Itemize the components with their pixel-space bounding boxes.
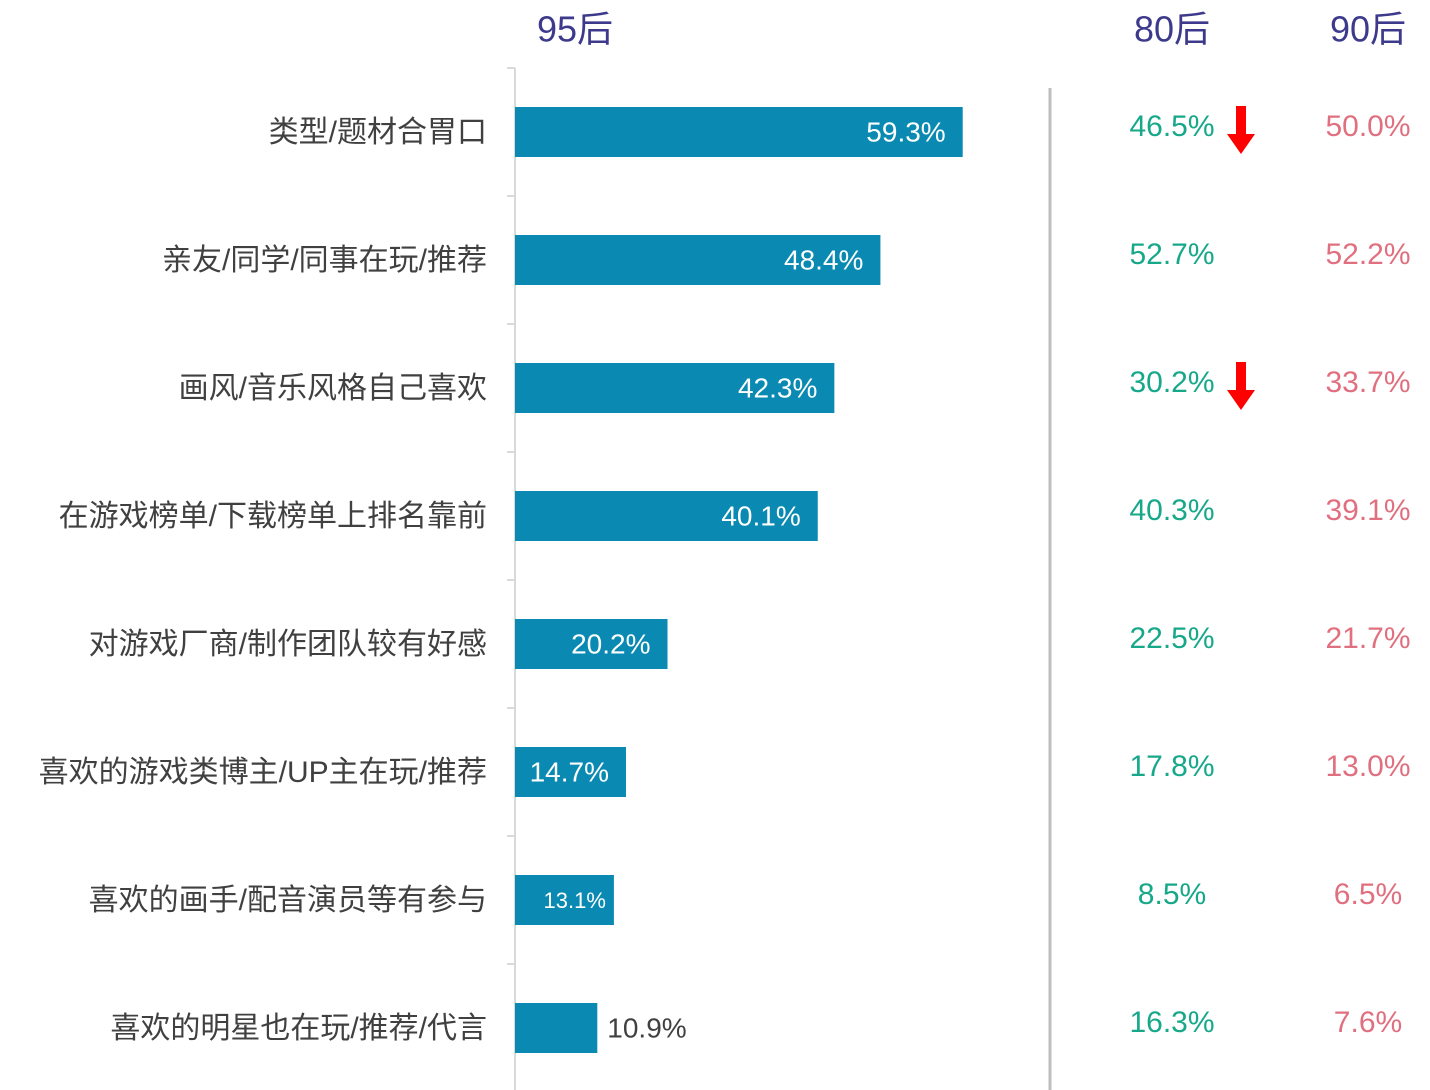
down-arrow (1227, 106, 1255, 154)
value-label: 20.2% (571, 628, 650, 659)
bar (515, 619, 668, 669)
column-value: 13.0% (1325, 750, 1410, 783)
category-label: 喜欢的游戏类博主/UP主在玩/推荐 (39, 756, 487, 789)
column-value: 16.3% (1129, 1006, 1214, 1039)
value-label: 42.3% (738, 372, 817, 403)
bar (515, 235, 881, 285)
column-value: 46.5% (1129, 110, 1214, 143)
column-value: 22.5% (1129, 622, 1214, 655)
value-label: 10.9% (607, 1012, 686, 1043)
bar (515, 1003, 598, 1053)
column-value: 50.0% (1325, 110, 1410, 143)
column-value: 39.1% (1325, 494, 1410, 527)
category-label: 亲友/同学/同事在玩/推荐 (162, 244, 487, 277)
category-label: 喜欢的画手/配音演员等有参与 (89, 884, 487, 917)
value-label: 14.7% (530, 756, 609, 787)
category-label: 喜欢的明星也在玩/推荐/代言 (110, 1012, 487, 1045)
category-label: 在游戏榜单/下载榜单上排名靠前 (59, 500, 487, 533)
bar (515, 747, 626, 797)
column-value: 33.7% (1325, 366, 1410, 399)
column-value: 40.3% (1129, 494, 1214, 527)
column-value: 52.7% (1129, 238, 1214, 271)
column-header: 80后 (1134, 9, 1210, 50)
column-value: 52.2% (1325, 238, 1410, 271)
series-header: 95后 (537, 9, 613, 50)
bar (515, 107, 963, 157)
bar (515, 875, 614, 925)
category-label: 对游戏厂商/制作团队较有好感 (89, 628, 487, 661)
down-arrow (1227, 362, 1255, 410)
column-value: 30.2% (1129, 366, 1214, 399)
bar (515, 491, 818, 541)
column-value: 17.8% (1129, 750, 1214, 783)
column-value: 8.5% (1138, 878, 1206, 911)
value-label: 48.4% (784, 244, 863, 275)
value-label: 13.1% (544, 888, 606, 913)
value-label: 59.3% (866, 116, 945, 147)
column-value: 6.5% (1334, 878, 1402, 911)
value-label: 40.1% (721, 500, 800, 531)
category-label: 画风/音乐风格自己喜欢 (179, 372, 487, 405)
category-label: 类型/题材合胃口 (269, 116, 487, 149)
bar (515, 363, 835, 413)
column-value: 7.6% (1334, 1006, 1402, 1039)
column-value: 21.7% (1325, 622, 1410, 655)
column-header: 90后 (1330, 9, 1406, 50)
